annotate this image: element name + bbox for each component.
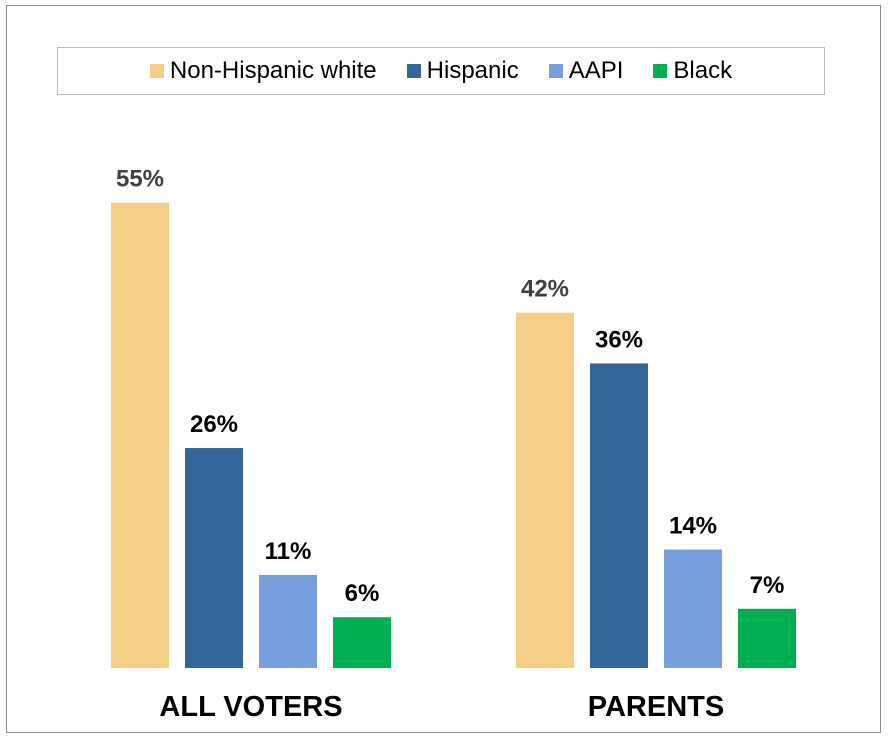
legend-label-black: Black <box>673 57 733 84</box>
data-label-parents-non-hispanic-white: 42% <box>521 276 569 303</box>
data-label-all-voters-aapi: 11% <box>265 538 312 565</box>
bar-all-voters-hispanic <box>185 448 243 668</box>
legend-swatch-non-hispanic-white <box>149 64 164 78</box>
bar-all-voters-aapi <box>259 574 317 668</box>
data-label-parents-black: 7% <box>750 572 785 599</box>
category-label-parents: PARENTS <box>588 691 724 723</box>
legend-item-hispanic: Hispanic <box>406 57 519 84</box>
data-label-all-voters-hispanic: 26% <box>190 411 238 438</box>
data-label-parents-aapi: 14% <box>669 513 717 540</box>
bar-all-voters-non-hispanic-white <box>111 202 169 668</box>
legend-swatch-aapi <box>548 64 563 78</box>
bar-parents-aapi <box>664 549 722 668</box>
bar-parents-hispanic <box>590 363 648 668</box>
bar-parents-non-hispanic-white <box>516 312 574 668</box>
legend-swatch-black <box>653 64 668 78</box>
category-label-all-voters: ALL VOTERS <box>159 691 342 723</box>
data-label-all-voters-black: 6% <box>345 580 380 607</box>
chart-legend: Non-Hispanic white Hispanic AAPI Black <box>57 47 825 95</box>
bar-all-voters-black <box>333 617 391 668</box>
data-label-parents-hispanic: 36% <box>595 326 643 353</box>
legend-swatch-hispanic <box>406 64 421 78</box>
legend-item-aapi: AAPI <box>548 57 624 84</box>
legend-label-hispanic: Hispanic <box>426 57 519 84</box>
bar-parents-black <box>738 608 796 668</box>
data-label-all-voters-non-hispanic-white: 55% <box>116 166 164 193</box>
legend-item-non-hispanic-white: Non-Hispanic white <box>149 57 377 84</box>
legend-label-aapi: AAPI <box>568 57 624 84</box>
legend-label-non-hispanic-white: Non-Hispanic white <box>169 57 377 84</box>
legend-item-black: Black <box>653 59 732 83</box>
